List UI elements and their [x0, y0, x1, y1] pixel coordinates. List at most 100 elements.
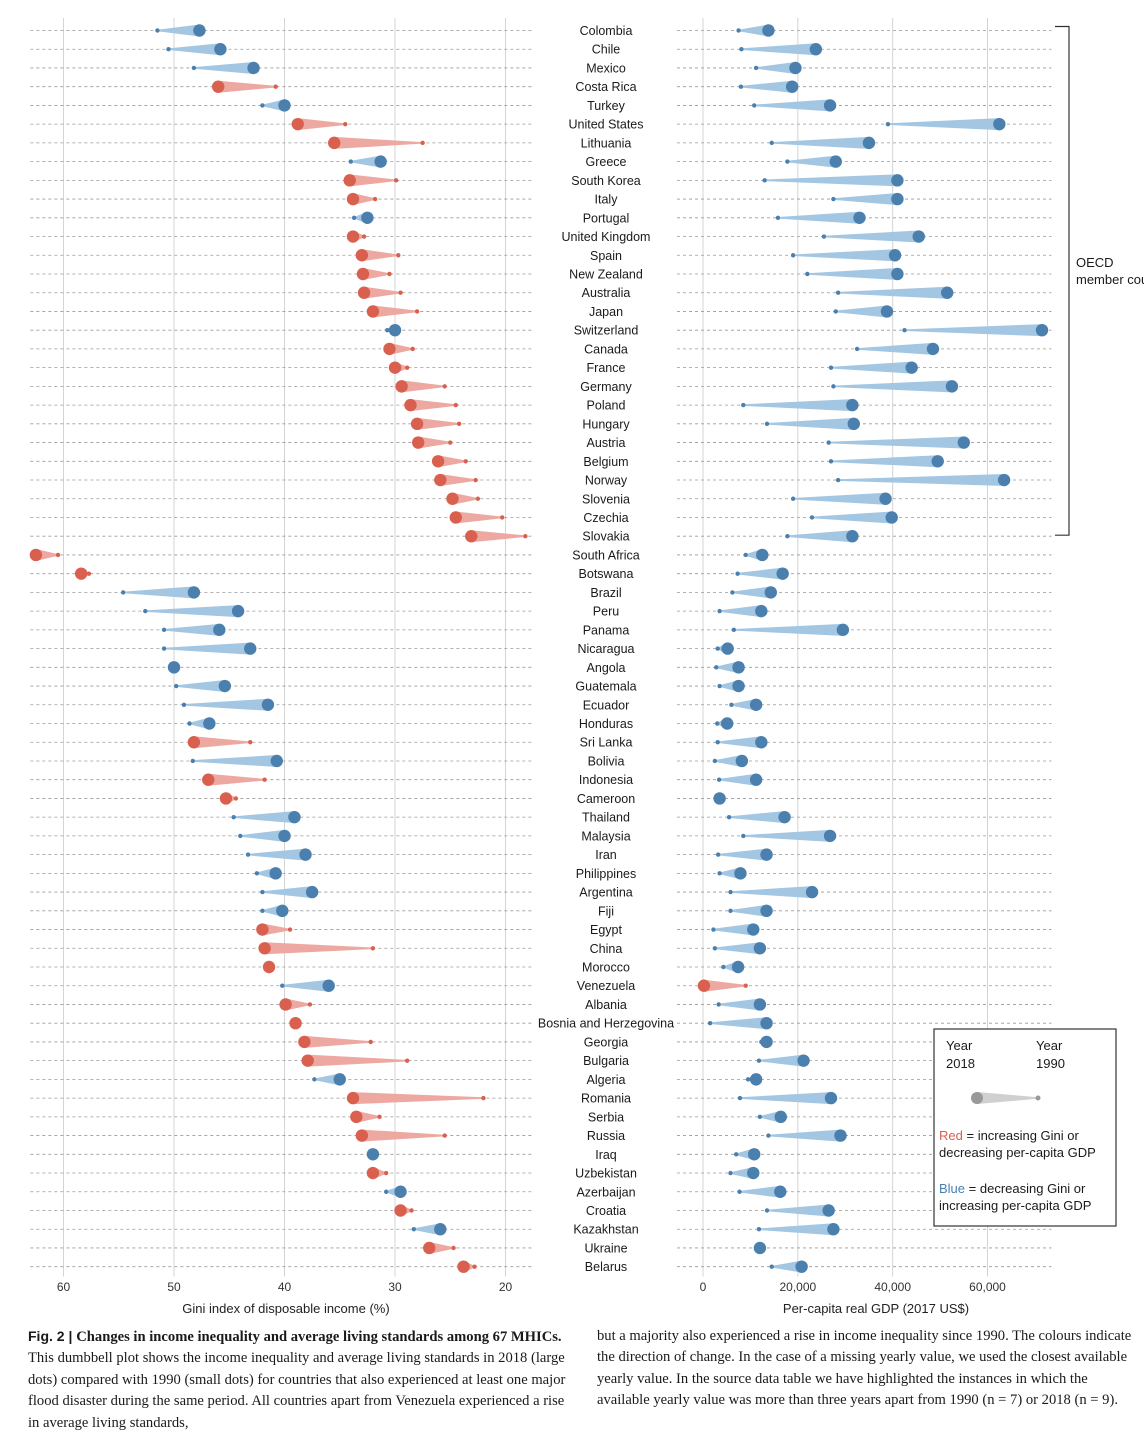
gdp-1990-dot — [764, 421, 770, 427]
gini-1990-dot — [348, 159, 353, 164]
gini-change-wedge — [297, 118, 346, 131]
gini-1990-dot — [377, 1114, 382, 1120]
gdp-1990-dot — [885, 121, 891, 127]
gdp-1990-dot — [716, 1002, 721, 1007]
gdp-2018-dot — [753, 1241, 767, 1255]
country-row: Belgium — [30, 453, 1052, 471]
gdp-change-wedge — [732, 586, 771, 599]
gini-1990-dot — [287, 927, 293, 932]
gini-change-wedge — [176, 680, 225, 693]
gini-2018-dot — [289, 1016, 302, 1030]
country-row: Italy — [30, 191, 1052, 209]
gini-2018-dot — [446, 492, 459, 505]
country-row: Honduras — [30, 715, 1052, 733]
gini-change-wedge — [208, 773, 265, 786]
country-label: Italy — [595, 193, 619, 207]
country-label: Lithuania — [581, 136, 632, 150]
left-axis-label: Gini index of disposable income (%) — [182, 1301, 389, 1316]
gini-2018-dot — [322, 979, 335, 992]
gdp-1990-dot — [790, 496, 796, 501]
gini-2018-dot — [333, 1073, 346, 1086]
gdp-change-wedge — [714, 942, 760, 955]
country-row: Botswana — [30, 565, 1052, 583]
gini-change-wedge — [193, 61, 254, 74]
country-label: Czechia — [583, 511, 628, 525]
country-label: Australia — [582, 286, 631, 300]
country-label: Iran — [595, 848, 617, 862]
gini-1990-dot — [481, 1095, 486, 1101]
gini-change-wedge — [168, 43, 221, 56]
legend-dumbbell-shape — [977, 1092, 1038, 1104]
gdp-1990-dot — [785, 159, 790, 164]
country-row: New Zealand — [30, 265, 1052, 283]
gini-2018-dot — [434, 1223, 447, 1236]
gdp-1990-dot — [717, 683, 722, 689]
gini-2018-dot — [361, 211, 374, 224]
country-label: Georgia — [584, 1035, 629, 1049]
legend-red-desc: = increasing Gini or — [966, 1128, 1079, 1143]
country-label: Austria — [587, 436, 626, 450]
left-tick-label: 20 — [499, 1280, 513, 1294]
gdp-change-wedge — [828, 436, 964, 449]
oecd-bracket-line — [1055, 25, 1070, 536]
gini-1990-dot — [245, 852, 251, 857]
country-label: Cameroon — [577, 792, 635, 806]
legend-year-2018: Year 2018 — [946, 1038, 975, 1071]
country-label: Fiji — [598, 904, 614, 918]
gini-2018-dot — [291, 117, 304, 131]
gdp-1990-dot — [728, 889, 733, 895]
gdp-change-wedge — [718, 998, 760, 1011]
gdp-change-wedge — [756, 61, 796, 74]
country-row: Thailand — [30, 809, 1052, 827]
gdp-1990-dot — [717, 608, 722, 614]
caption-column-1: Fig. 2 | Changes in income inequality an… — [28, 1326, 574, 1434]
legend-red-text: Red = increasing Gini or — [939, 1128, 1080, 1143]
gdp-1990-dot — [731, 627, 737, 633]
gini-2018-dot — [219, 792, 233, 805]
gdp-2018-dot — [749, 773, 763, 786]
gini-1990-dot — [86, 571, 92, 576]
gdp-2018-dot — [762, 24, 775, 37]
country-label: Ecuador — [583, 698, 630, 712]
oecd-group-label: OECD member countries — [1076, 255, 1144, 287]
legend-year-line: Year — [1036, 1038, 1063, 1053]
gini-1990-dot — [273, 84, 278, 89]
gdp-change-wedge — [733, 623, 843, 636]
gini-2018-dot — [346, 192, 360, 206]
country-row: Slovenia — [30, 490, 1052, 508]
gini-2018-dot — [187, 736, 201, 749]
country-label: Algeria — [587, 1073, 626, 1087]
gini-change-wedge — [389, 342, 413, 355]
gdp-change-wedge — [857, 342, 933, 355]
gini-change-wedge — [193, 736, 251, 749]
country-label: Bosnia and Herzegovina — [538, 1017, 674, 1031]
gdp-change-wedge — [729, 811, 785, 824]
country-row: Azerbaijan — [30, 1183, 1052, 1201]
gdp-2018-dot — [823, 99, 837, 112]
gdp-2018-dot — [760, 848, 773, 861]
gini-1990-dot — [451, 1245, 456, 1251]
gini-1990-dot — [499, 515, 505, 520]
left-tick-label: 30 — [388, 1280, 402, 1294]
country-label: Norway — [585, 474, 628, 488]
gini-2018-dot — [343, 174, 356, 187]
legend-blue-desc-line2: increasing per-capita GDP — [939, 1198, 1091, 1213]
gini-2018-dot — [357, 286, 371, 299]
gini-change-wedge — [452, 492, 478, 505]
country-label: Malaysia — [581, 829, 630, 843]
gdp-1990-dot — [769, 1264, 774, 1269]
gdp-2018-dot — [829, 155, 842, 168]
country-row: Romania — [30, 1090, 1052, 1108]
country-label: United Kingdom — [562, 230, 651, 244]
gdp-2018-dot — [912, 230, 925, 243]
gdp-change-wedge — [714, 754, 742, 767]
country-label: Egypt — [590, 923, 622, 937]
gini-1990-dot — [372, 196, 378, 202]
legend-year-1990: Year 1990 — [1036, 1038, 1065, 1071]
country-row: Greece — [30, 153, 1052, 171]
gini-1990-dot — [463, 459, 468, 464]
gini-1990-dot — [442, 384, 447, 389]
country-label: Chile — [592, 43, 621, 57]
gini-change-wedge — [145, 605, 239, 618]
country-label: Morocco — [582, 961, 630, 975]
